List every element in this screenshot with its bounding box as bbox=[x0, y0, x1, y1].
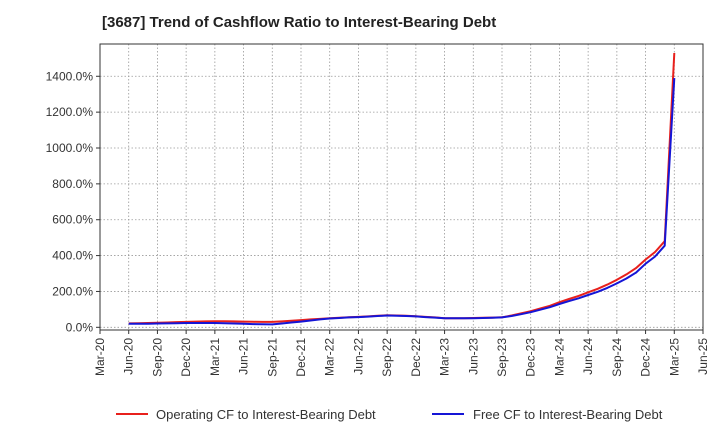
legend: Operating CF to Interest-Bearing Debt Fre… bbox=[116, 407, 663, 422]
grid-lines bbox=[99, 44, 704, 330]
y-tick-label: 800.0% bbox=[52, 177, 93, 191]
x-tick-label: Mar-25 bbox=[667, 338, 681, 376]
x-tick-label: Sep-23 bbox=[495, 338, 509, 377]
y-tick-label: 1400.0% bbox=[46, 69, 94, 83]
y-tick-label: 1200.0% bbox=[46, 105, 94, 119]
x-tick-label: Sep-22 bbox=[380, 338, 394, 377]
x-tick-label: Jun-20 bbox=[122, 338, 136, 375]
x-tick-label: Dec-24 bbox=[639, 338, 653, 377]
x-tick-label: Mar-22 bbox=[323, 338, 337, 376]
x-tick-label: Mar-24 bbox=[552, 338, 566, 376]
x-tick-label: Sep-21 bbox=[265, 338, 279, 377]
x-tick-label: Mar-23 bbox=[438, 338, 452, 376]
y-tick-label: 600.0% bbox=[52, 213, 93, 227]
chart-title: [3687] Trend of Cashflow Ratio to Intere… bbox=[102, 14, 497, 31]
x-tick-label: Dec-22 bbox=[409, 338, 423, 377]
x-tick-label: Jun-23 bbox=[466, 338, 480, 375]
series-line-free bbox=[128, 78, 676, 326]
x-tick-label: Dec-21 bbox=[294, 338, 308, 377]
x-tick-label: Mar-21 bbox=[208, 338, 222, 376]
x-tick-label: Jun-21 bbox=[237, 338, 251, 375]
x-tick-label: Dec-20 bbox=[179, 338, 193, 377]
x-tick-label: Dec-23 bbox=[524, 338, 538, 377]
legend-label-operating: Operating CF to Interest-Bearing Debt bbox=[156, 407, 376, 422]
x-tick-label: Jun-24 bbox=[581, 338, 595, 375]
y-tick-label: 1000.0% bbox=[46, 141, 94, 155]
series-line-operating bbox=[128, 52, 676, 325]
y-tick-label: 400.0% bbox=[52, 249, 93, 263]
y-tick-label: 200.0% bbox=[52, 284, 93, 298]
series-lines bbox=[128, 52, 676, 326]
x-tick-label: Sep-24 bbox=[610, 338, 624, 377]
plot-frame bbox=[99, 43, 704, 331]
x-tick-label: Mar-20 bbox=[93, 338, 107, 376]
axes: Mar-20 Jun-20 Sep-20 Dec-20 Mar-21 Jun-21 Sep-… bbox=[46, 43, 710, 377]
x-tick-label: Jun-22 bbox=[351, 338, 365, 375]
legend-label-free: Free CF to Interest-Bearing Debt bbox=[473, 407, 663, 422]
x-tick-label: Jun-25 bbox=[696, 338, 710, 375]
x-tick-label: Sep-20 bbox=[150, 338, 164, 377]
y-tick-label: 0.0% bbox=[66, 320, 94, 334]
